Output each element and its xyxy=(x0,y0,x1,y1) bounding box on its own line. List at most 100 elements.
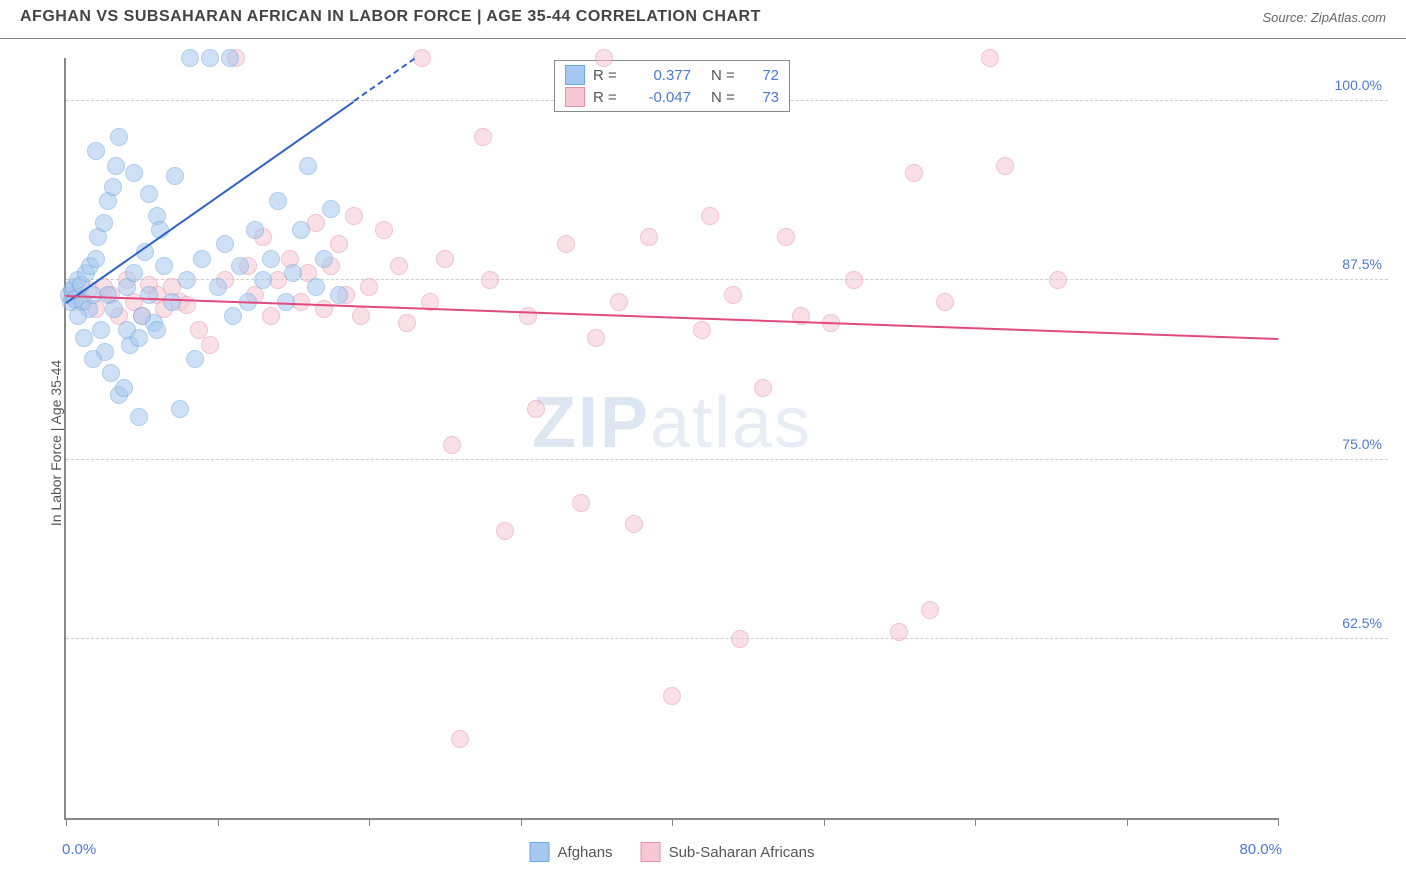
data-point xyxy=(140,185,158,203)
data-point xyxy=(140,286,158,304)
data-point xyxy=(398,314,416,332)
legend-n-label: N = xyxy=(711,89,741,106)
data-point xyxy=(171,400,189,418)
gridline-h xyxy=(66,638,1388,639)
data-point xyxy=(663,687,681,705)
x-tick xyxy=(218,818,219,826)
data-point xyxy=(92,321,110,339)
legend-swatch xyxy=(565,65,585,85)
legend-correlation: R =0.377N =72R =-0.047N =73 xyxy=(554,60,790,112)
data-point xyxy=(443,436,461,454)
legend-row: R =-0.047N =73 xyxy=(565,87,779,107)
data-point xyxy=(262,250,280,268)
legend-r-label: R = xyxy=(593,67,623,84)
data-point xyxy=(693,321,711,339)
data-point xyxy=(193,250,211,268)
legend-n-label: N = xyxy=(711,67,741,84)
data-point xyxy=(315,250,333,268)
data-point xyxy=(178,271,196,289)
data-point xyxy=(390,257,408,275)
x-tick xyxy=(672,818,673,826)
data-point xyxy=(905,164,923,182)
legend-swatch xyxy=(565,87,585,107)
data-point xyxy=(224,307,242,325)
data-point xyxy=(130,408,148,426)
data-point xyxy=(352,307,370,325)
data-point xyxy=(1049,271,1067,289)
data-point xyxy=(936,293,954,311)
data-point xyxy=(254,271,272,289)
data-point xyxy=(125,264,143,282)
data-point xyxy=(330,235,348,253)
data-point xyxy=(921,601,939,619)
data-point xyxy=(890,623,908,641)
gridline-h xyxy=(66,459,1388,460)
data-point xyxy=(640,228,658,246)
data-point xyxy=(269,192,287,210)
data-point xyxy=(413,49,431,67)
data-point xyxy=(330,286,348,304)
data-point xyxy=(95,214,113,232)
data-point xyxy=(754,379,772,397)
data-point xyxy=(724,286,742,304)
y-tick-label: 87.5% xyxy=(1342,256,1382,272)
legend-r-value: 0.377 xyxy=(631,67,691,84)
legend-series: Afghans Sub-Saharan Africans xyxy=(530,842,815,862)
data-point xyxy=(186,350,204,368)
legend-item: Afghans xyxy=(530,842,613,862)
data-point xyxy=(84,350,102,368)
data-point xyxy=(209,278,227,296)
data-point xyxy=(221,49,239,67)
data-point xyxy=(262,307,280,325)
legend-series-label: Afghans xyxy=(558,844,613,861)
data-point xyxy=(246,221,264,239)
data-point xyxy=(299,157,317,175)
data-point xyxy=(436,250,454,268)
legend-item: Sub-Saharan Africans xyxy=(641,842,815,862)
data-point xyxy=(148,321,166,339)
watermark: ZIPatlas xyxy=(532,382,812,464)
data-point xyxy=(75,329,93,347)
data-point xyxy=(181,49,199,67)
x-axis-end-label: 80.0% xyxy=(1239,841,1282,858)
x-axis-end-label: 0.0% xyxy=(62,841,96,858)
data-point xyxy=(572,494,590,512)
data-point xyxy=(701,207,719,225)
data-point xyxy=(587,329,605,347)
data-point xyxy=(322,200,340,218)
chart-source: Source: ZipAtlas.com xyxy=(1262,10,1386,25)
data-point xyxy=(201,336,219,354)
data-point xyxy=(527,400,545,418)
x-tick xyxy=(1127,818,1128,826)
data-point xyxy=(307,278,325,296)
data-point xyxy=(163,293,181,311)
data-point xyxy=(104,178,122,196)
x-tick xyxy=(66,818,67,826)
y-tick-label: 75.0% xyxy=(1342,436,1382,452)
data-point xyxy=(216,235,234,253)
data-point xyxy=(87,142,105,160)
y-axis-label: In Labor Force | Age 35-44 xyxy=(48,360,64,526)
y-tick-label: 62.5% xyxy=(1342,615,1382,631)
data-point xyxy=(155,257,173,275)
x-tick xyxy=(521,818,522,826)
data-point xyxy=(481,271,499,289)
data-point xyxy=(231,257,249,275)
x-tick xyxy=(824,818,825,826)
trend-line xyxy=(353,58,415,102)
legend-r-value: -0.047 xyxy=(631,89,691,106)
data-point xyxy=(345,207,363,225)
legend-swatch xyxy=(530,842,550,862)
data-point xyxy=(360,278,378,296)
data-point xyxy=(125,164,143,182)
chart-title: AFGHAN VS SUBSAHARAN AFRICAN IN LABOR FO… xyxy=(20,8,761,26)
data-point xyxy=(105,300,123,318)
data-point xyxy=(519,307,537,325)
data-point xyxy=(474,128,492,146)
legend-n-value: 72 xyxy=(749,67,779,84)
chart-area: In Labor Force | Age 35-44 ZIPatlas 62.5… xyxy=(50,44,1388,842)
plot-region: ZIPatlas 62.5%75.0%87.5%100.0%0.0%80.0%R… xyxy=(64,58,1278,820)
data-point xyxy=(115,379,133,397)
data-point xyxy=(130,329,148,347)
data-point xyxy=(284,264,302,282)
